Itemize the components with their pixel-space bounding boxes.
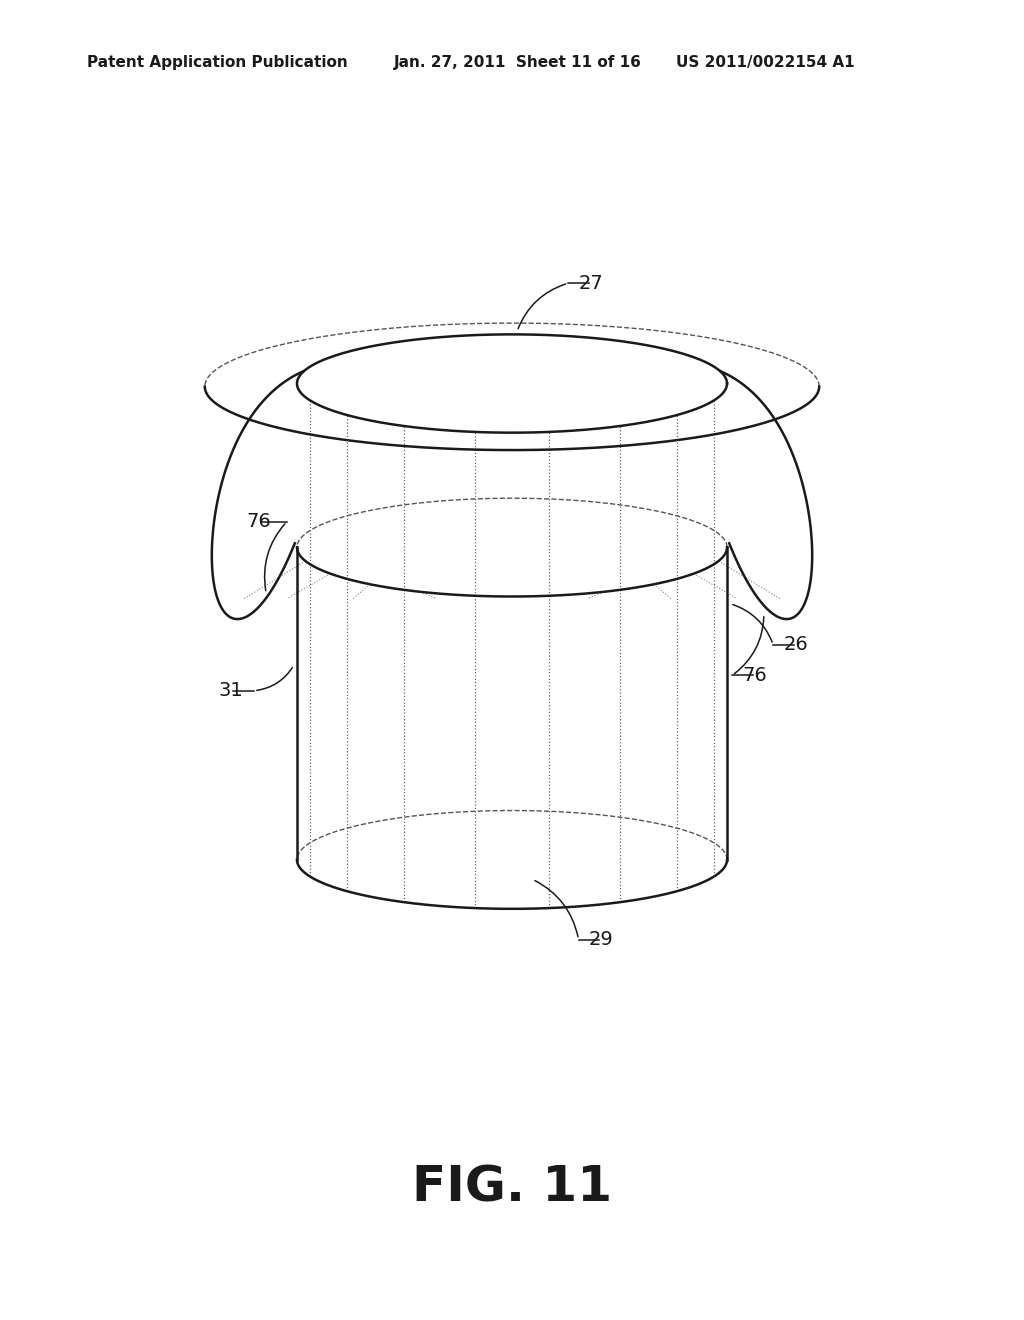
Text: Jan. 27, 2011  Sheet 11 of 16: Jan. 27, 2011 Sheet 11 of 16 bbox=[394, 55, 642, 70]
Text: FIG. 11: FIG. 11 bbox=[412, 1164, 612, 1212]
Text: Patent Application Publication: Patent Application Publication bbox=[87, 55, 348, 70]
Text: 27: 27 bbox=[579, 273, 603, 293]
Text: US 2011/0022154 A1: US 2011/0022154 A1 bbox=[676, 55, 854, 70]
Text: 76: 76 bbox=[742, 665, 767, 685]
Text: 26: 26 bbox=[783, 635, 808, 655]
Text: 31: 31 bbox=[219, 681, 244, 700]
Text: 76: 76 bbox=[247, 512, 271, 531]
Text: 29: 29 bbox=[589, 931, 613, 949]
